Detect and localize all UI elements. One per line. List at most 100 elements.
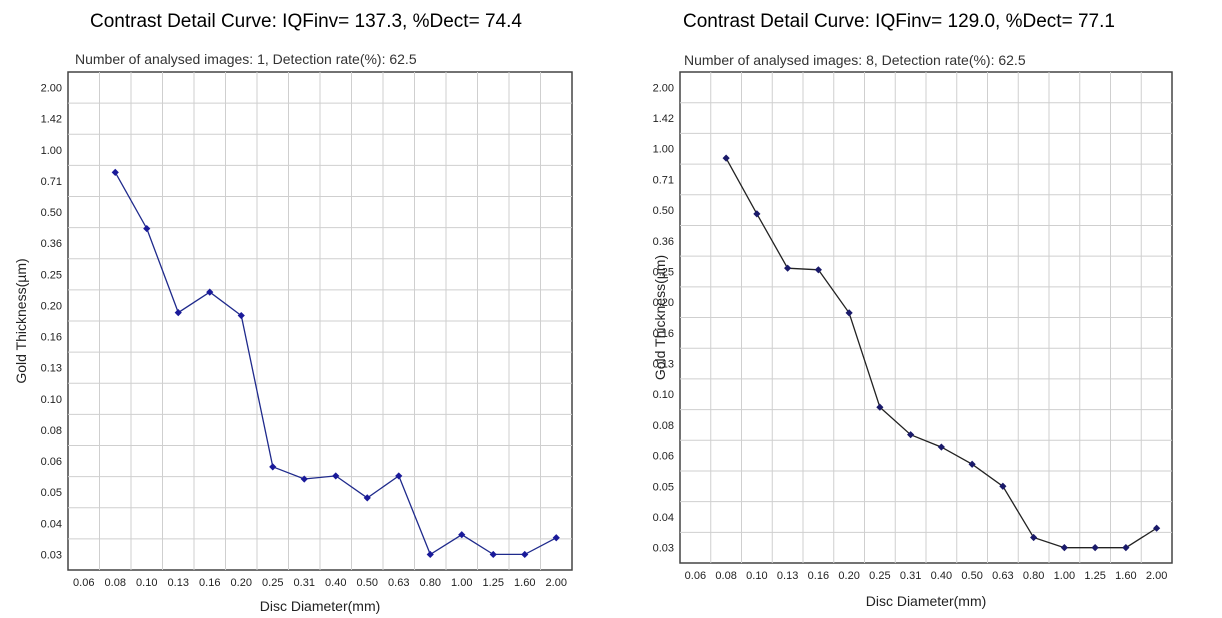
data-point — [332, 472, 340, 480]
x-tick-label: 0.25 — [262, 577, 283, 589]
x-tick-label: 0.63 — [992, 570, 1013, 582]
y-tick-label: 1.42 — [41, 114, 62, 126]
x-tick-label: 0.13 — [777, 570, 798, 582]
y-tick-label: 0.04 — [41, 518, 62, 530]
data-point — [363, 494, 371, 502]
data-point — [968, 460, 976, 468]
data-point — [458, 531, 466, 539]
y-tick-label: 0.36 — [41, 238, 62, 250]
x-tick-labels: 0.06 0.08 0.10 0.13 0.16 0.20 0.25 0.31 0.40 0.50… — [73, 577, 567, 589]
x-tick-label: 1.25 — [483, 577, 504, 589]
y-tick-label: 1.00 — [653, 144, 674, 156]
data-point — [426, 550, 434, 559]
y-tick-labels: 2.00 1.42 1.00 0.71 0.50 0.36 0.25 0.20 0.16 0.13… — [653, 82, 674, 554]
x-tick-label: 1.00 — [451, 577, 472, 589]
y-tick-label: 0.71 — [41, 176, 62, 188]
grid — [68, 72, 572, 570]
y-tick-label: 0.13 — [653, 359, 674, 371]
x-tick-label: 1.25 — [1084, 570, 1105, 582]
x-tick-label: 0.08 — [715, 570, 736, 582]
data-point — [489, 550, 497, 559]
data-point — [174, 308, 182, 317]
data-point — [395, 472, 403, 480]
x-tick-label: 0.16 — [808, 570, 829, 582]
x-tick-label: 0.80 — [420, 577, 441, 589]
y-tick-label: 0.25 — [653, 266, 674, 278]
chart-title: Contrast Detail Curve: IQFinv= 129.0, %D… — [683, 11, 1115, 32]
data-point — [1060, 544, 1068, 552]
x-tick-labels: 0.06 0.08 0.10 0.13 0.16 0.20 0.25 0.31 0.40 0.50… — [685, 570, 1168, 582]
y-tick-label: 0.05 — [41, 487, 62, 499]
y-axis-label: Gold Thickness(µm) — [13, 258, 29, 383]
x-tick-label: 0.50 — [357, 577, 378, 589]
x-tick-label: 2.00 — [1146, 570, 1167, 582]
grid — [680, 72, 1172, 563]
y-tick-label: 0.16 — [41, 332, 62, 344]
chart-right: Contrast Detail Curve: IQFinv= 129.0, %D… — [652, 11, 1173, 609]
x-axis-label: Disc Diameter(mm) — [866, 593, 987, 609]
x-tick-label: 0.06 — [685, 570, 706, 582]
x-tick-label: 0.40 — [325, 577, 346, 589]
x-tick-label: 0.50 — [961, 570, 982, 582]
y-tick-label: 0.04 — [653, 512, 674, 524]
x-tick-label: 0.63 — [388, 577, 409, 589]
data-point — [1030, 533, 1038, 542]
y-tick-label: 1.00 — [41, 145, 62, 157]
series — [111, 168, 560, 559]
chart-title: Contrast Detail Curve: IQFinv= 137.3, %D… — [90, 11, 522, 32]
data-point — [907, 431, 915, 439]
x-tick-label: 1.60 — [1115, 570, 1136, 582]
x-tick-label: 1.00 — [1054, 570, 1075, 582]
data-point — [876, 403, 884, 411]
x-tick-label: 0.31 — [900, 570, 921, 582]
y-tick-label: 0.50 — [653, 205, 674, 217]
x-axis-label: Disc Diameter(mm) — [260, 598, 381, 614]
y-tick-label: 2.00 — [653, 82, 674, 94]
x-tick-label: 0.16 — [199, 577, 220, 589]
y-tick-label: 0.08 — [41, 425, 62, 437]
data-point — [722, 154, 730, 162]
data-point — [999, 482, 1007, 490]
data-point — [1153, 524, 1161, 532]
y-tick-label: 0.36 — [653, 236, 674, 248]
x-tick-label: 0.06 — [73, 577, 94, 589]
data-point — [1122, 544, 1130, 552]
chart-subtitle: Number of analysed images: 1, Detection … — [75, 51, 417, 67]
y-tick-label: 0.10 — [41, 394, 62, 406]
y-tick-label: 0.13 — [41, 363, 62, 375]
chart-left: Contrast Detail Curve: IQFinv= 137.3, %D… — [13, 11, 573, 614]
data-point — [521, 550, 529, 559]
x-tick-label: 0.31 — [294, 577, 315, 589]
y-tick-label: 0.05 — [653, 481, 674, 493]
y-tick-label: 0.06 — [653, 451, 674, 463]
x-tick-label: 0.10 — [136, 577, 157, 589]
y-tick-label: 0.06 — [41, 456, 62, 468]
y-tick-label: 0.10 — [653, 389, 674, 401]
data-point — [753, 210, 761, 218]
data-point — [269, 463, 277, 471]
y-tick-label: 0.03 — [41, 549, 62, 561]
y-tick-label: 0.08 — [653, 420, 674, 432]
x-tick-label: 0.25 — [869, 570, 890, 582]
x-tick-label: 0.80 — [1023, 570, 1044, 582]
data-point — [143, 224, 151, 233]
y-tick-label: 1.42 — [653, 113, 674, 125]
chart-subtitle: Number of analysed images: 8, Detection … — [684, 52, 1026, 68]
data-point — [845, 309, 853, 317]
y-tick-labels: 2.00 1.42 1.00 0.71 0.50 0.36 0.25 0.20 0.16 0.13… — [41, 83, 62, 562]
data-point — [937, 443, 945, 451]
data-point — [206, 288, 214, 296]
x-tick-label: 0.20 — [838, 570, 859, 582]
x-tick-label: 0.20 — [231, 577, 252, 589]
y-tick-label: 0.20 — [653, 297, 674, 309]
x-tick-label: 0.08 — [105, 577, 126, 589]
y-tick-label: 0.50 — [41, 207, 62, 219]
y-tick-label: 0.20 — [41, 300, 62, 312]
x-tick-label: 0.40 — [931, 570, 952, 582]
y-tick-label: 0.71 — [653, 174, 674, 186]
data-point — [300, 475, 308, 483]
y-tick-label: 0.25 — [41, 269, 62, 281]
y-tick-label: 0.16 — [653, 328, 674, 340]
data-point — [1091, 544, 1099, 552]
x-tick-label: 2.00 — [546, 577, 567, 589]
